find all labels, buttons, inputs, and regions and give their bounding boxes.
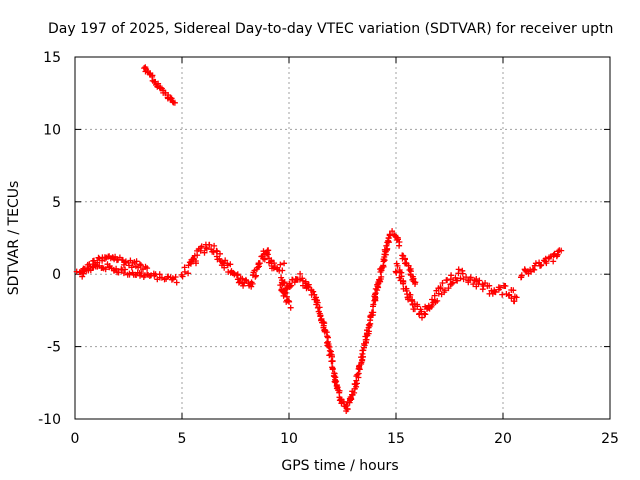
series-markers	[277, 282, 294, 311]
series-markers	[79, 261, 180, 286]
y-tick-label: 0	[52, 267, 61, 283]
x-tick-label: 15	[387, 431, 405, 447]
y-tick-label: -5	[47, 340, 61, 356]
series-arc-e	[278, 228, 403, 414]
series-arc-f	[392, 260, 520, 321]
x-tick-labels: 0 5 10 15 20 25	[71, 431, 619, 447]
series-markers	[178, 241, 288, 290]
data-series	[73, 64, 565, 414]
chart-title: Day 197 of 2025, Sidereal Day-to-day VTE…	[48, 21, 613, 37]
y-tick-label: -10	[38, 412, 61, 428]
y-tick-label: 5	[52, 195, 61, 211]
plot-frame	[74, 56, 611, 420]
y-axis-label: SDTVAR / TECUs	[6, 181, 22, 296]
y-tick-label: 10	[43, 122, 61, 138]
x-tick-label: 10	[280, 431, 298, 447]
series-arc-i	[399, 252, 419, 287]
x-tick-label: 5	[178, 431, 187, 447]
x-tick-label: 25	[601, 431, 619, 447]
series-arc-d	[178, 241, 288, 290]
series-markers	[399, 252, 419, 287]
x-tick-label: 0	[71, 431, 80, 447]
series-arc-b	[79, 261, 180, 286]
series-arc-h	[277, 282, 294, 311]
x-axis-label: GPS time / hours	[281, 458, 398, 474]
axis-ticks	[74, 56, 611, 420]
series-markers	[518, 247, 565, 281]
y-tick-labels: -10 -5 0 5 10 15	[38, 50, 61, 428]
series-markers	[141, 64, 178, 106]
series-markers	[392, 260, 520, 321]
series-markers	[278, 228, 403, 414]
y-tick-label: 15	[43, 50, 61, 66]
grid	[75, 57, 610, 419]
x-tick-label: 20	[494, 431, 512, 447]
series-arc-g	[518, 247, 565, 281]
series-arc-c	[141, 64, 178, 106]
